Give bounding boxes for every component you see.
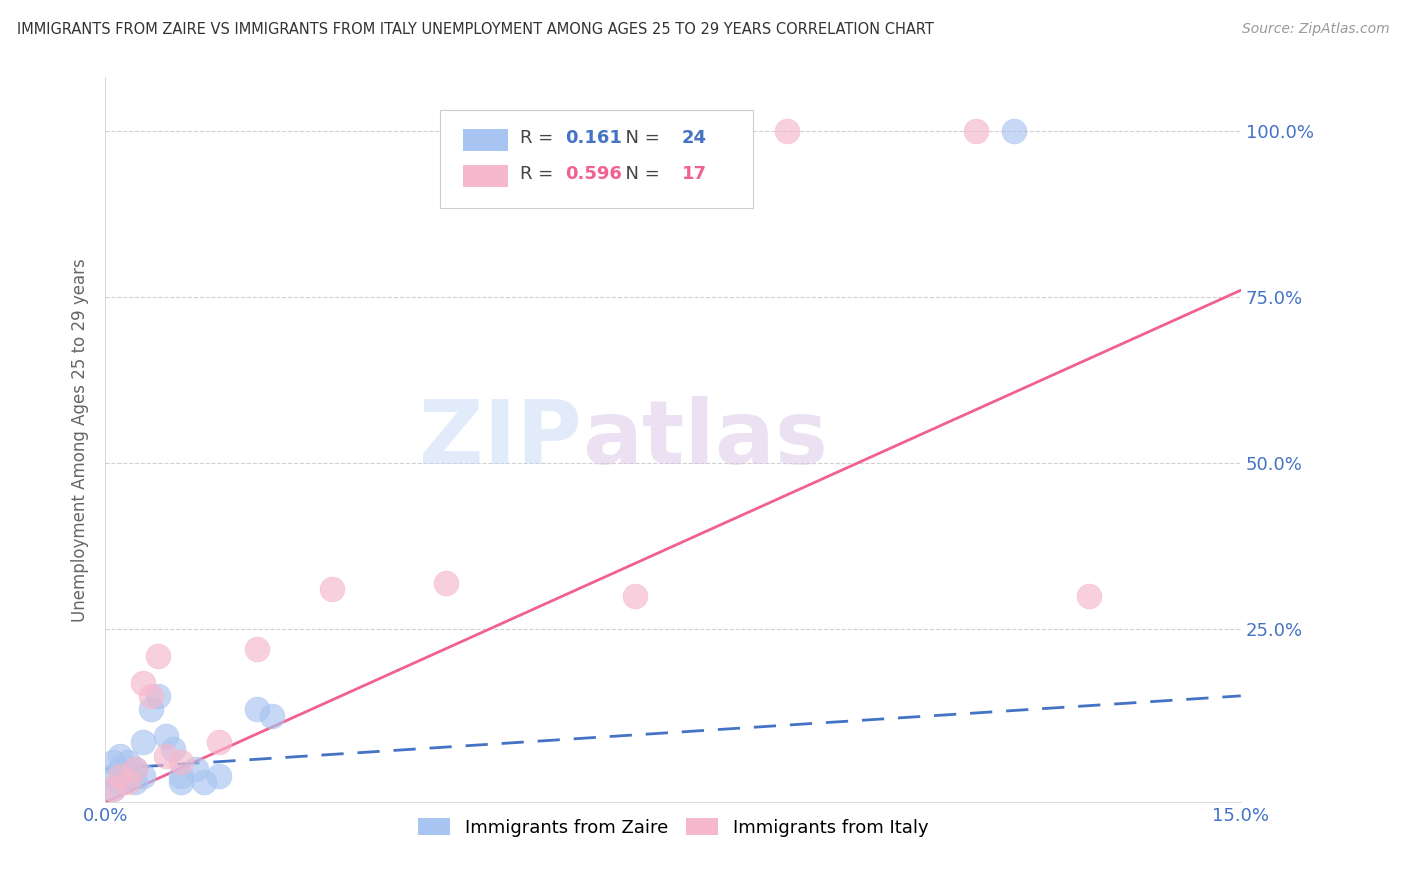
Point bbox=[132, 735, 155, 749]
Point bbox=[110, 775, 132, 789]
Point bbox=[101, 781, 124, 796]
Point bbox=[117, 769, 139, 783]
Point bbox=[170, 775, 193, 789]
Point bbox=[132, 675, 155, 690]
Text: ZIP: ZIP bbox=[419, 396, 582, 483]
Point bbox=[624, 589, 647, 603]
Point bbox=[1002, 123, 1025, 137]
Text: 17: 17 bbox=[682, 165, 707, 183]
Point bbox=[246, 642, 269, 657]
Point bbox=[117, 775, 139, 789]
Point bbox=[260, 708, 283, 723]
Point bbox=[148, 648, 170, 663]
Text: R =: R = bbox=[520, 165, 558, 183]
Point bbox=[101, 756, 124, 770]
Point bbox=[101, 769, 124, 783]
FancyBboxPatch shape bbox=[440, 110, 752, 208]
Point bbox=[155, 748, 177, 763]
Point bbox=[162, 742, 184, 756]
Point bbox=[170, 769, 193, 783]
Point bbox=[184, 762, 207, 776]
Point bbox=[110, 769, 132, 783]
Text: 24: 24 bbox=[682, 128, 707, 146]
Point bbox=[208, 735, 231, 749]
Text: R =: R = bbox=[520, 128, 558, 146]
Text: 0.596: 0.596 bbox=[565, 165, 621, 183]
Y-axis label: Unemployment Among Ages 25 to 29 years: Unemployment Among Ages 25 to 29 years bbox=[72, 258, 89, 622]
Text: Source: ZipAtlas.com: Source: ZipAtlas.com bbox=[1241, 22, 1389, 37]
Point bbox=[155, 729, 177, 743]
Point bbox=[101, 781, 124, 796]
FancyBboxPatch shape bbox=[463, 165, 509, 187]
Point bbox=[124, 762, 146, 776]
Point bbox=[139, 702, 162, 716]
Point bbox=[124, 762, 146, 776]
Point bbox=[117, 756, 139, 770]
Point bbox=[170, 756, 193, 770]
Legend: Immigrants from Zaire, Immigrants from Italy: Immigrants from Zaire, Immigrants from I… bbox=[411, 811, 935, 844]
Point bbox=[208, 769, 231, 783]
Point bbox=[139, 689, 162, 703]
Text: IMMIGRANTS FROM ZAIRE VS IMMIGRANTS FROM ITALY UNEMPLOYMENT AMONG AGES 25 TO 29 : IMMIGRANTS FROM ZAIRE VS IMMIGRANTS FROM… bbox=[17, 22, 934, 37]
Point bbox=[434, 575, 457, 590]
Point bbox=[965, 123, 987, 137]
Point bbox=[110, 762, 132, 776]
Point bbox=[321, 582, 343, 597]
Text: atlas: atlas bbox=[582, 396, 828, 483]
Point bbox=[124, 775, 146, 789]
FancyBboxPatch shape bbox=[463, 129, 509, 151]
Point bbox=[246, 702, 269, 716]
Text: N =: N = bbox=[614, 165, 665, 183]
Text: 0.161: 0.161 bbox=[565, 128, 621, 146]
Point bbox=[148, 689, 170, 703]
Point bbox=[132, 769, 155, 783]
Text: N =: N = bbox=[614, 128, 665, 146]
Point bbox=[1078, 589, 1101, 603]
Point bbox=[193, 775, 215, 789]
Point bbox=[775, 123, 797, 137]
Point bbox=[110, 748, 132, 763]
